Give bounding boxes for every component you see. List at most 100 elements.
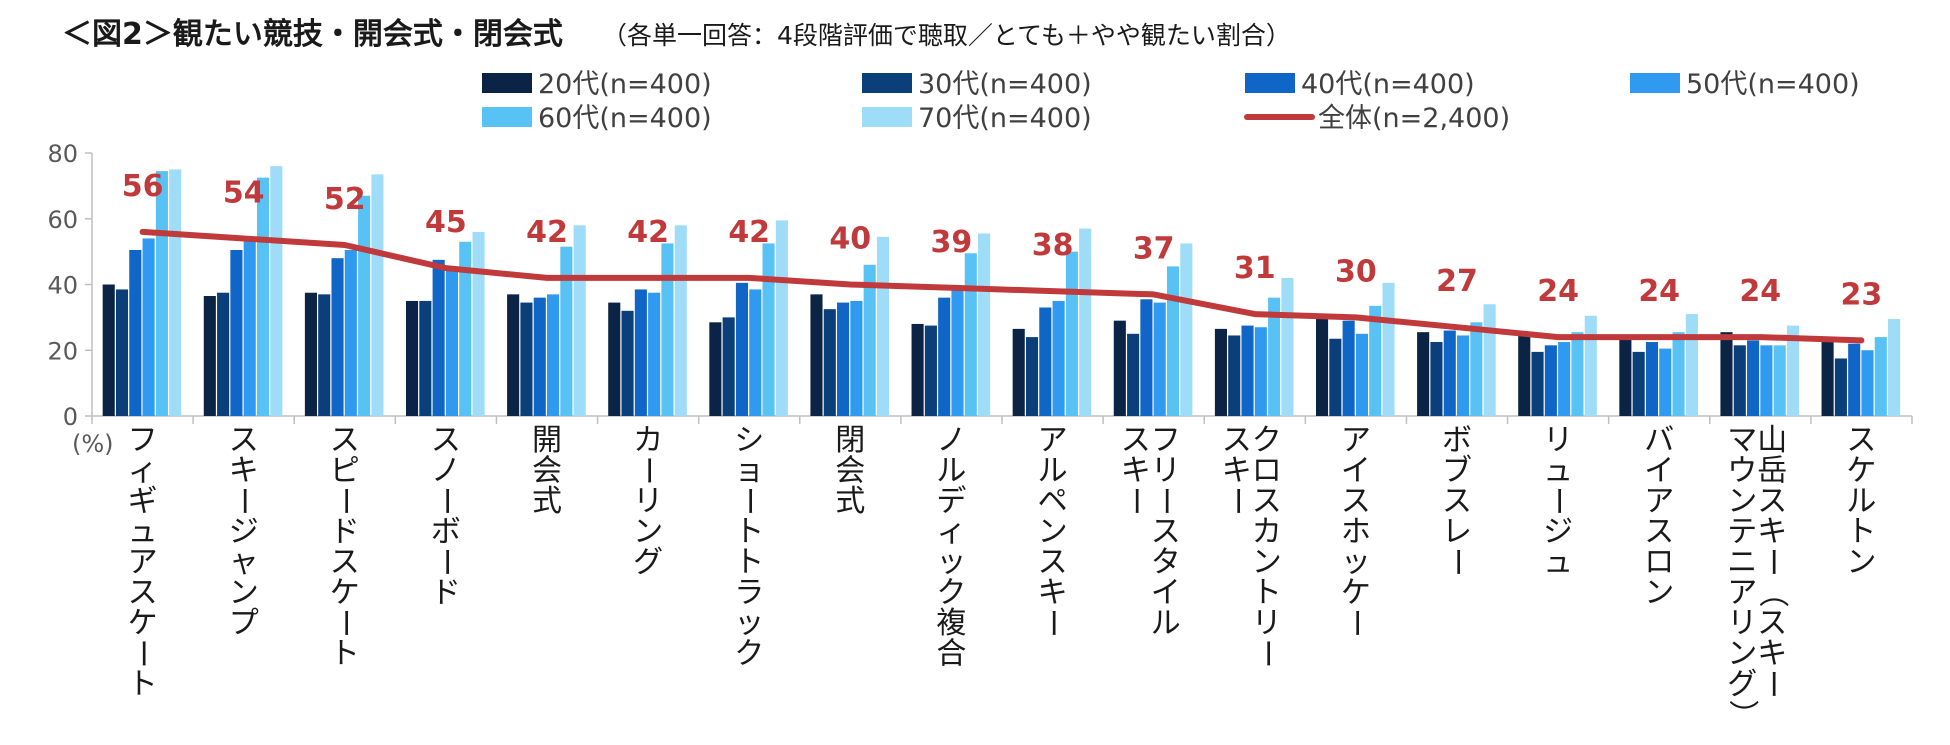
category-label: ン (1727, 484, 1757, 519)
bar (1584, 315, 1597, 416)
data-label: 24 (1739, 274, 1781, 309)
category-label: ク (936, 576, 966, 611)
category-label: ス (1846, 423, 1876, 458)
category-label: ス (1222, 423, 1252, 458)
bar (1430, 342, 1443, 416)
category-label: キ (1038, 576, 1068, 611)
category-label: ボ (431, 515, 461, 550)
category-label: ト (330, 637, 360, 672)
bar (445, 266, 458, 416)
category-label: ー (428, 486, 463, 516)
category-label: ラ (734, 576, 764, 611)
bar (230, 249, 243, 416)
category-label: ノ (431, 454, 461, 489)
legend-label: 70代(n=400) (918, 103, 1092, 134)
category-label: ッ (1341, 545, 1371, 580)
category-label: ス (128, 576, 158, 611)
category-label: ケ (128, 606, 158, 641)
category-label: マ (1727, 423, 1757, 458)
category-label: イ (1341, 454, 1371, 489)
category-label: ア (1341, 423, 1371, 458)
category-label: ブ (1442, 454, 1472, 489)
bar (1012, 328, 1025, 416)
bar (837, 302, 850, 416)
bar (1113, 320, 1126, 416)
bar (1645, 342, 1659, 416)
category-label: ケ (1341, 576, 1371, 611)
chart-title-main: ＜図2＞観たい競技・開会式・閉会式 (62, 17, 563, 52)
bar (1619, 337, 1632, 416)
bar (331, 258, 344, 416)
category-label: ル (1038, 454, 1068, 489)
bar (1773, 345, 1786, 416)
bar (964, 253, 977, 416)
category-label: 閉 (835, 423, 865, 458)
bar (142, 238, 155, 416)
legend-label: 50代(n=400) (1686, 69, 1860, 100)
bar (850, 300, 863, 416)
category-label: ー (1754, 547, 1789, 577)
chart-title: ＜図2＞観たい競技・開会式・閉会式 （各単一回答：4段階評価で聴取／とても＋やや… (62, 17, 1291, 52)
category-label: グ (633, 545, 663, 580)
bar (722, 317, 735, 417)
bar (203, 296, 216, 416)
bar (1417, 332, 1430, 416)
data-label: 30 (1335, 254, 1377, 289)
category-label: ア (1038, 423, 1068, 458)
category-label: ア (128, 545, 158, 580)
category-label: ボ (1442, 423, 1472, 458)
category-label: ー (1148, 486, 1183, 516)
bar (823, 309, 836, 416)
legend-swatch (862, 73, 912, 93)
bar (1531, 351, 1544, 416)
bar (256, 177, 270, 416)
legend-swatch (1630, 73, 1680, 93)
data-label: 56 (122, 169, 164, 204)
data-label: 42 (627, 215, 669, 250)
category-label: ペ (1038, 484, 1068, 519)
category-label: ス (1442, 484, 1472, 519)
bar (1025, 337, 1039, 416)
bar (560, 246, 573, 416)
category-label: キ (229, 454, 259, 489)
category-label: ュ (1543, 454, 1573, 489)
data-label: 39 (931, 225, 973, 260)
category-label: イ (1644, 454, 1674, 489)
category-label: ト (128, 667, 158, 702)
category-label: ュ (128, 515, 158, 550)
legend-label: 60代(n=400) (538, 103, 712, 134)
bar (1342, 320, 1355, 416)
data-label: 54 (223, 176, 265, 211)
category-label: ー (1118, 486, 1153, 516)
bar (102, 284, 115, 416)
category-label: ス (1151, 515, 1181, 550)
bar (405, 300, 419, 416)
category-label: 山 (1757, 423, 1787, 458)
bar (1052, 300, 1065, 416)
category-label: ト (734, 545, 764, 580)
bar (810, 294, 823, 416)
category-label: ホ (1341, 515, 1371, 550)
total-line (139, 228, 1865, 344)
category-label: バ (1644, 423, 1674, 458)
bar (459, 241, 472, 416)
bar (1079, 228, 1092, 416)
bar (863, 264, 876, 416)
category-label: ス (1038, 545, 1068, 580)
category-label: ス (1757, 484, 1787, 519)
bar (1268, 297, 1281, 416)
category-label: 会 (835, 454, 865, 489)
bar (1443, 330, 1456, 416)
category-label: フ (1151, 423, 1181, 458)
y-tick-label: 80 (47, 140, 78, 168)
bar (1518, 333, 1531, 416)
unit-label: (%) (72, 430, 114, 458)
data-label: 31 (1234, 251, 1276, 286)
bar (709, 322, 722, 416)
bar (243, 240, 256, 416)
bar (674, 225, 687, 416)
category-label: リ (1252, 606, 1282, 641)
bar (533, 297, 546, 416)
bar (775, 220, 788, 416)
category-label: ロ (1252, 454, 1282, 489)
